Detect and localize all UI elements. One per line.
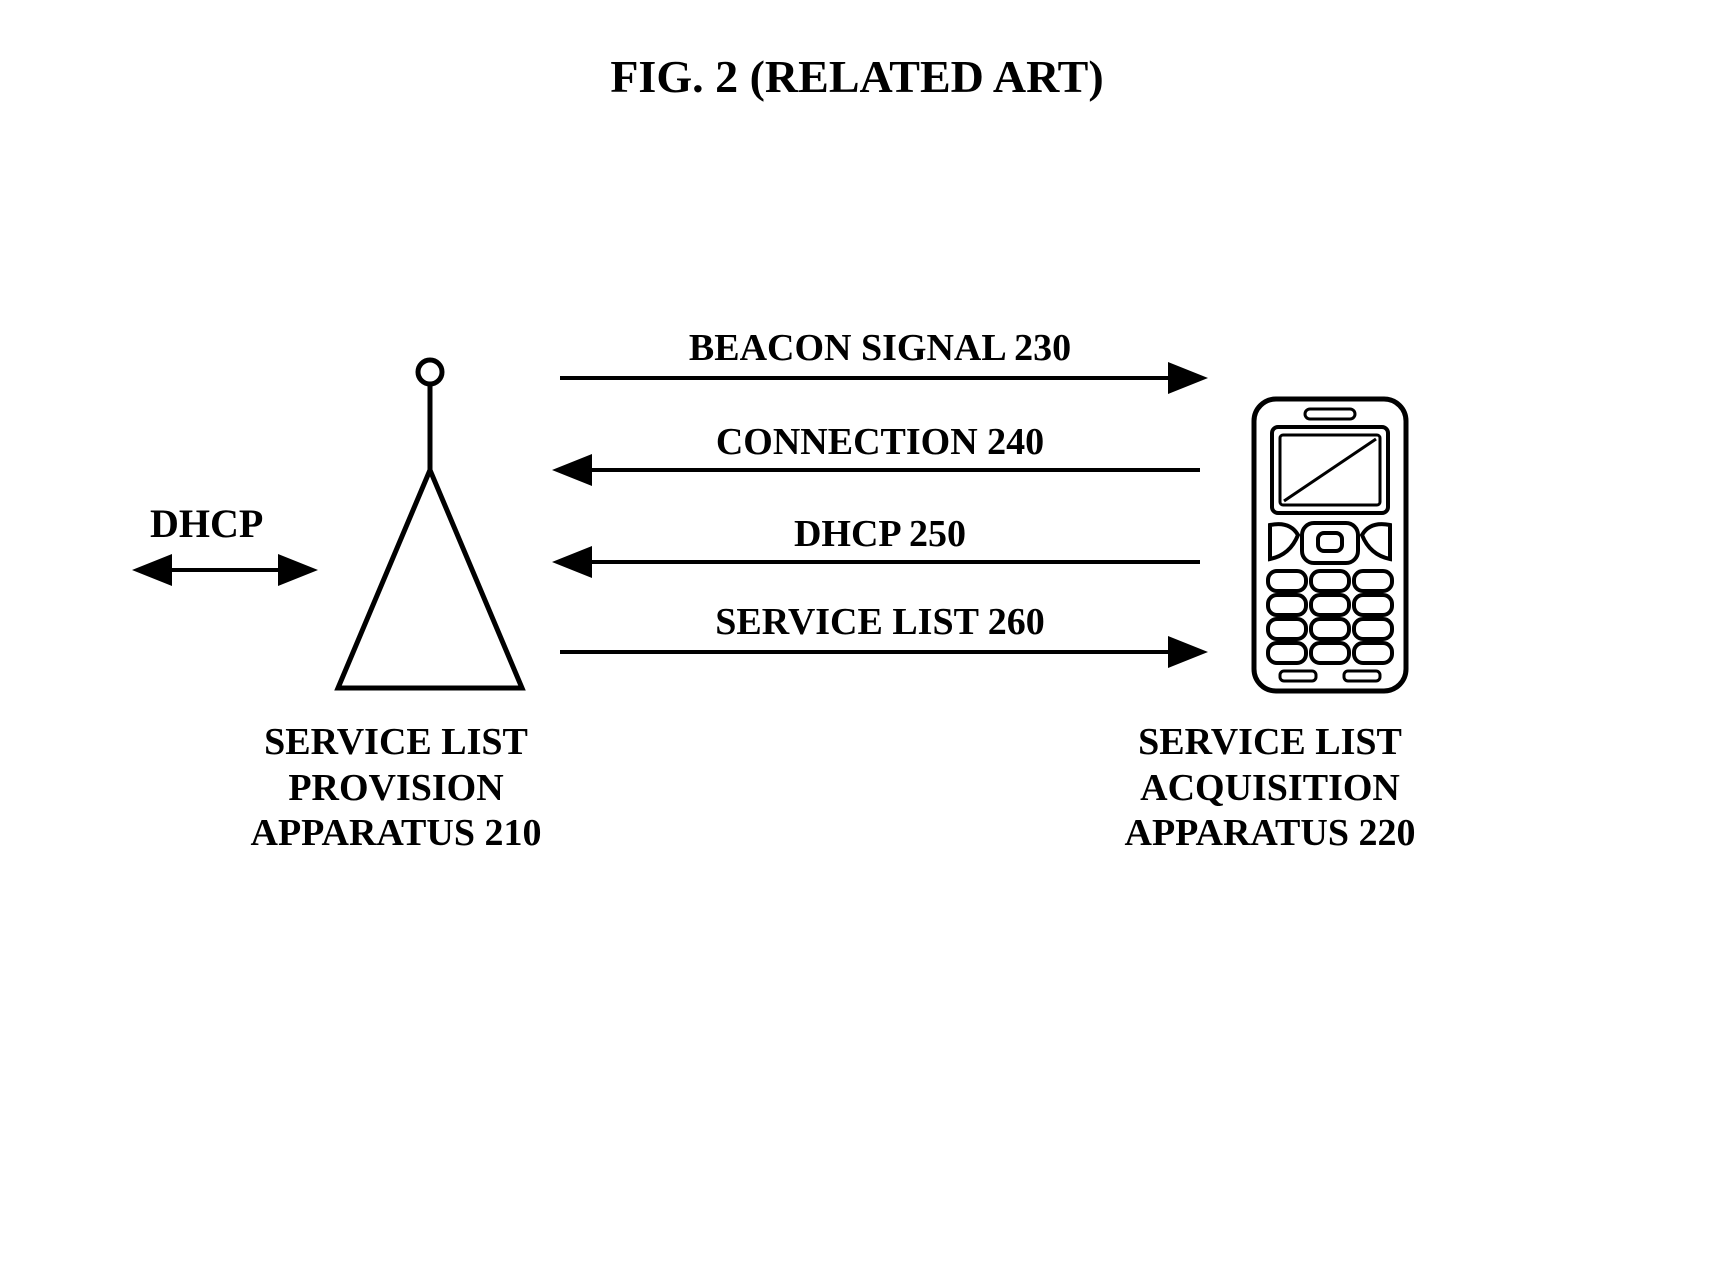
signal-arrow (0, 0, 1714, 1280)
